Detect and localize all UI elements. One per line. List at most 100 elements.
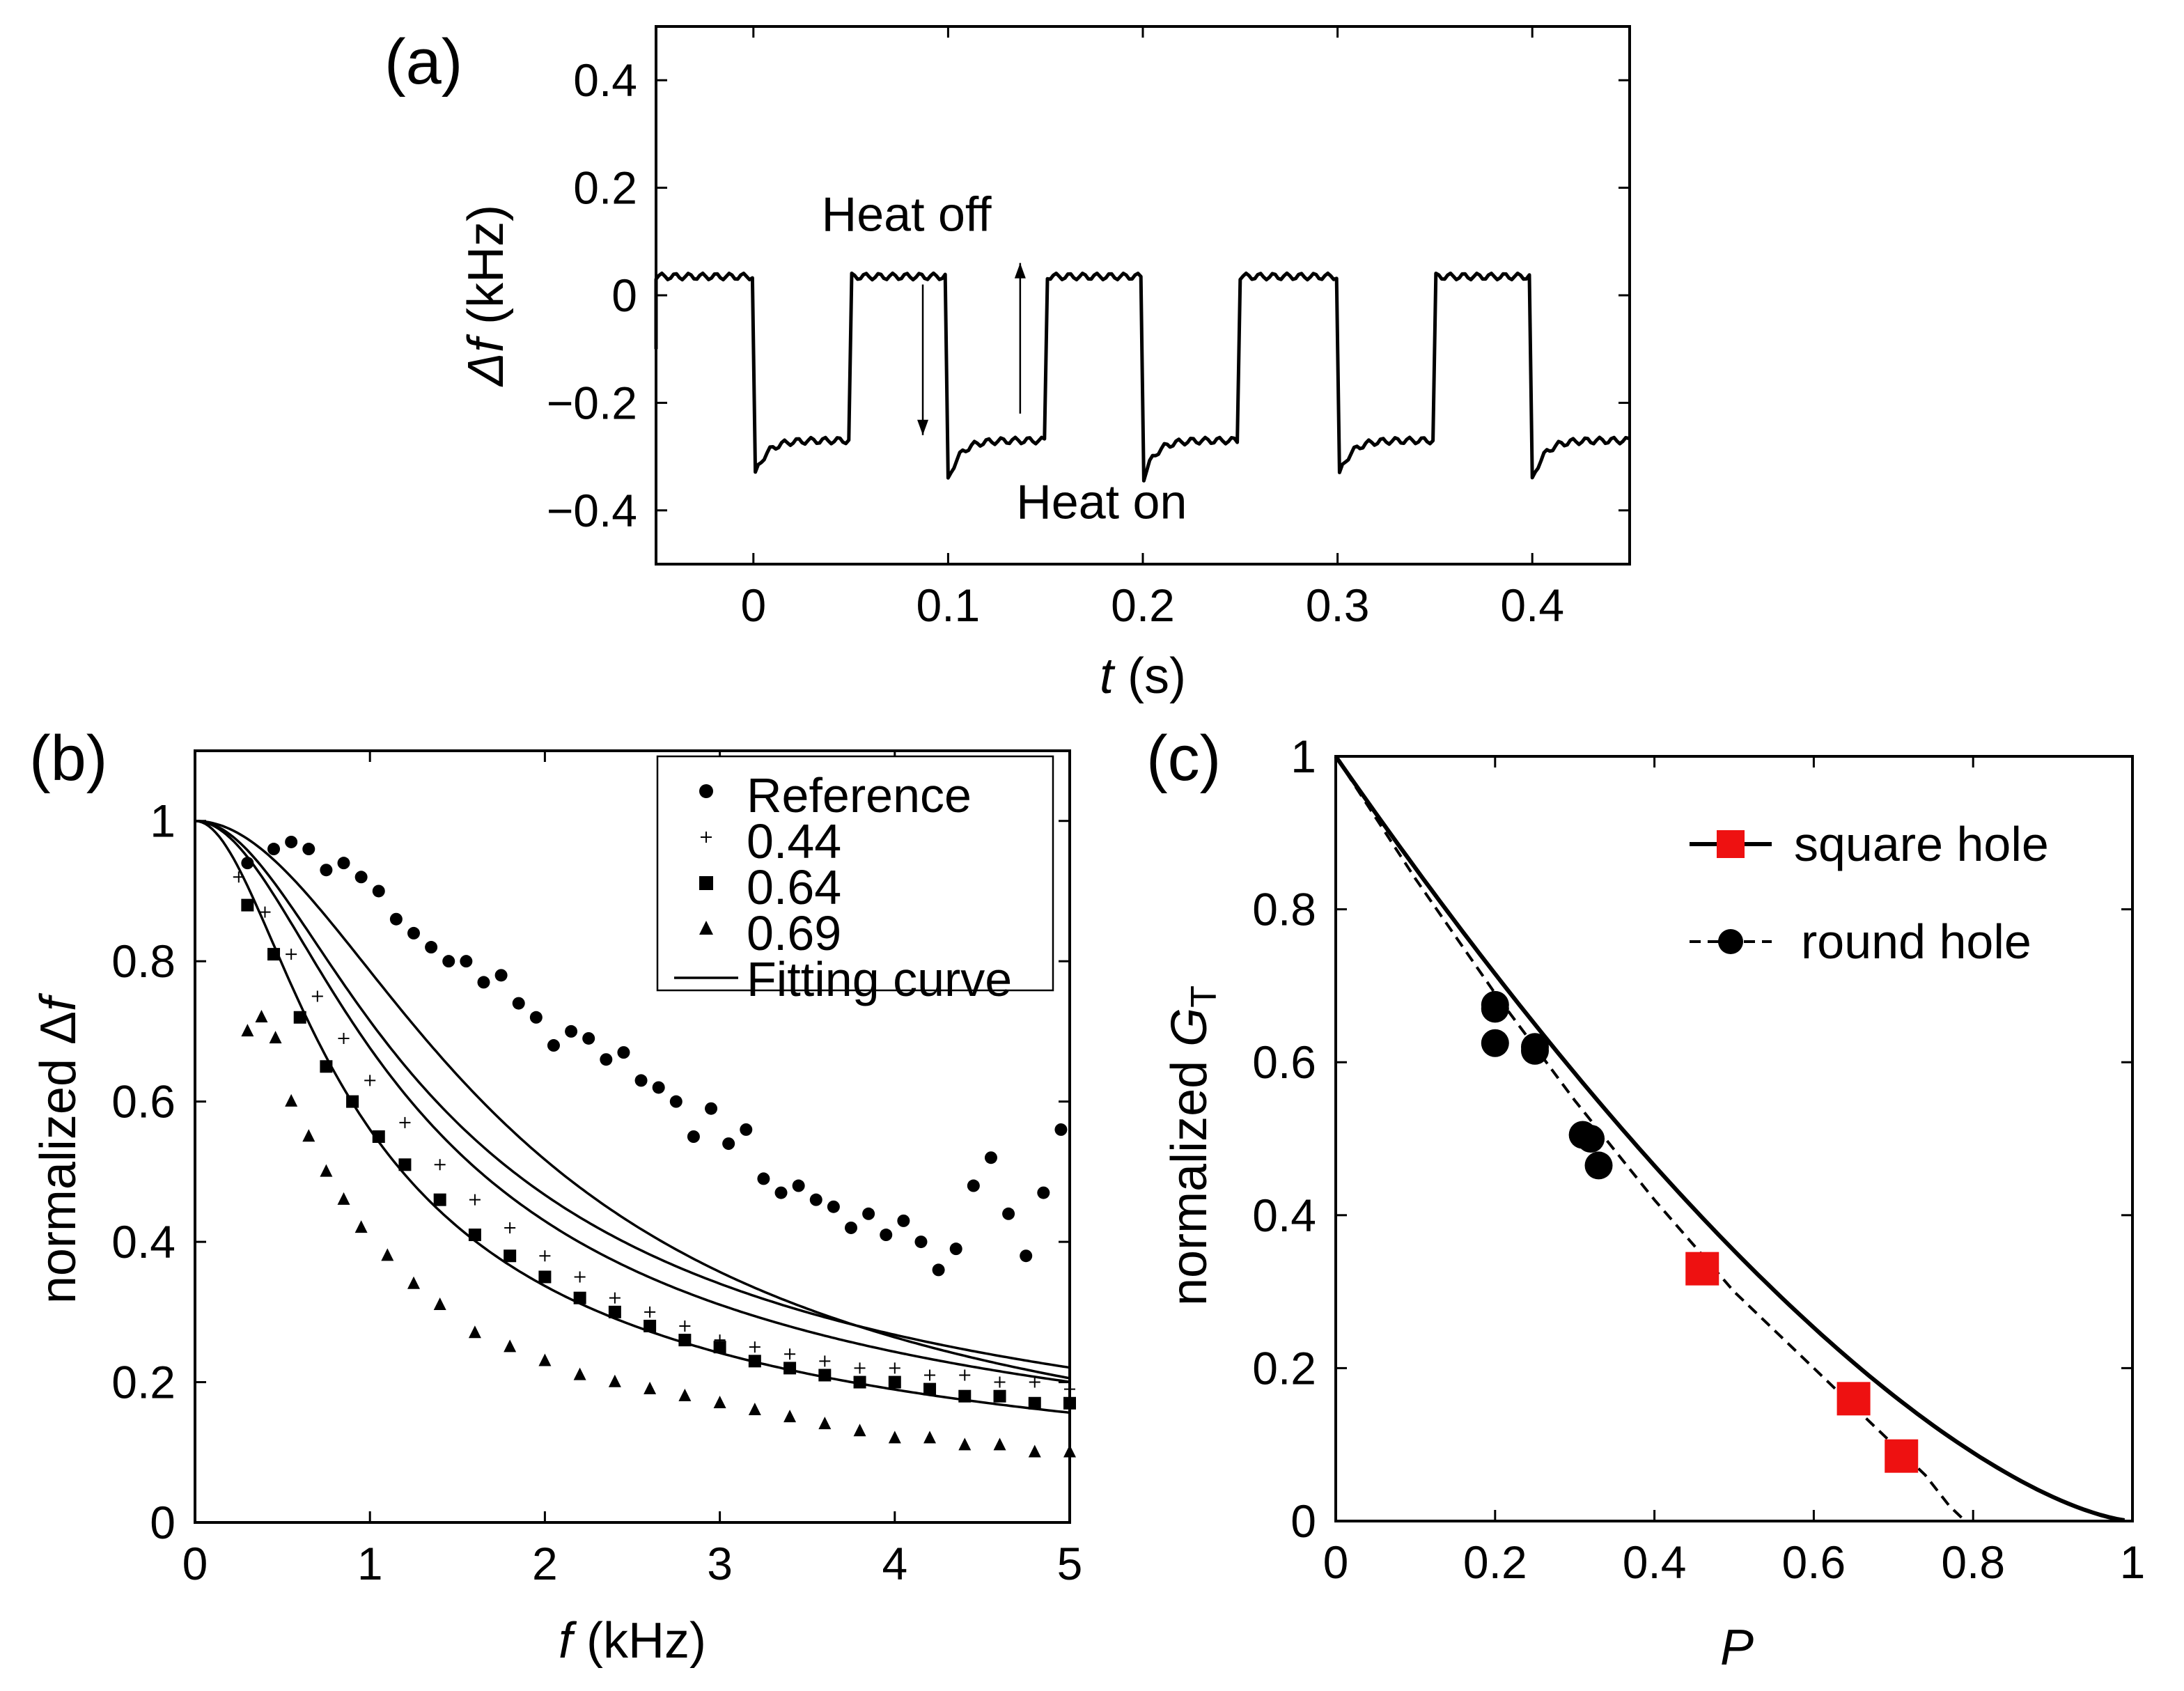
panel-b-point-triangle — [269, 1031, 282, 1044]
panel-c-square-hole-curve — [1334, 755, 2126, 1522]
panel-b-point-square — [608, 1305, 621, 1318]
panel-c-xtick-label: 0.4 — [1623, 1536, 1687, 1588]
panel-b-point-circle — [460, 955, 473, 968]
panel-b-point-circle — [494, 969, 508, 982]
panel-c-xtick-label: 0.2 — [1463, 1536, 1527, 1588]
panel-b-point-circle — [652, 1081, 665, 1094]
panel-b-point-circle — [285, 835, 298, 848]
panel-label-c: (c) — [1146, 723, 1221, 794]
panel-b-point-square — [923, 1382, 937, 1396]
panel-c-square-hole-point — [1836, 1382, 1871, 1416]
panel-a-y-axis-label: Δf (kHz) — [458, 205, 514, 387]
panel-c-square-hole-point — [1685, 1252, 1719, 1286]
panel-b-point-circle — [267, 843, 281, 856]
panel-b-point-triangle — [573, 1367, 586, 1380]
panel-b-point-triangle — [818, 1417, 832, 1430]
panel-c-xtick-label: 0 — [1323, 1536, 1349, 1588]
panel-b-point-circle — [722, 1137, 735, 1151]
panel-c-ytick-label: 0.6 — [1252, 1036, 1316, 1088]
panel-b-point-circle — [425, 941, 438, 954]
panel-a-ytick-label: −0.2 — [547, 377, 637, 428]
panel-b-point-square — [293, 1011, 306, 1024]
panel-b-point-plus — [679, 1320, 691, 1332]
panel-label-b: (b) — [29, 723, 107, 794]
panel-c-legend-label: square hole — [1794, 817, 2049, 871]
panel-c-plot-frame — [1334, 755, 2134, 1522]
panel-b-point-circle — [302, 843, 315, 856]
panel-b-legend-marker-square — [699, 876, 713, 890]
panel-c-xtick-label: 0.8 — [1941, 1536, 2005, 1588]
panel-b-point-triangle — [381, 1248, 394, 1261]
panel-b-point-plus — [574, 1271, 586, 1283]
panel-b-point-triangle — [407, 1276, 420, 1289]
panel-b-ytick-label: 0.6 — [111, 1076, 176, 1128]
panel-c-round-hole-point — [1577, 1125, 1605, 1153]
panel-b-ytick-label: 1 — [150, 795, 176, 847]
panel-b-point-triangle — [958, 1437, 972, 1451]
panel-c-round-hole-point — [1521, 1036, 1549, 1065]
panel-a-xtick-label: 0.4 — [1500, 579, 1564, 631]
panel-b-xtick-label: 0 — [182, 1538, 208, 1589]
panel-a-ytick-label: −0.4 — [547, 485, 637, 536]
panel-a-ytick-label: 0 — [611, 270, 637, 321]
panel-b-point-plus — [644, 1306, 656, 1318]
panel-b-point-square — [433, 1193, 446, 1206]
panel-b-point-circle — [512, 997, 525, 1010]
panel-b-point-circle — [862, 1207, 875, 1220]
panel-c-round-hole-point — [1481, 995, 1509, 1023]
panel-b-point-plus — [469, 1194, 481, 1206]
panel-b-point-circle — [897, 1214, 910, 1227]
panel-b-point-circle — [792, 1179, 805, 1192]
panel-b-point-triangle — [241, 1024, 254, 1037]
panel-b-point-circle — [337, 857, 350, 870]
panel-b-point-circle — [932, 1263, 945, 1277]
panel-b-point-circle — [634, 1074, 648, 1087]
panel-b-xtick-label: 5 — [1057, 1538, 1083, 1589]
panel-b-point-circle — [389, 912, 403, 926]
panel-b-point-circle — [705, 1102, 718, 1115]
panel-b-legend-marker-circle — [699, 784, 713, 798]
panel-b-point-triangle — [1028, 1444, 1041, 1458]
panel-a-xtick-label: 0.1 — [916, 579, 981, 631]
panel-b-ytick-label: 0.8 — [111, 935, 176, 987]
panel-b-point-square — [398, 1158, 412, 1171]
panel-a-annotation: Heat off — [822, 187, 992, 241]
panel-b-point-circle — [880, 1229, 893, 1242]
panel-b-point-plus — [994, 1376, 1006, 1388]
panel-b-point-circle — [984, 1151, 997, 1164]
panel-b-point-square — [1063, 1396, 1076, 1410]
panel-b-point-plus — [364, 1075, 376, 1086]
panel-b-point-triangle — [255, 1009, 268, 1022]
panel-b-point-square — [713, 1341, 726, 1354]
panel-b-point-square — [468, 1229, 481, 1242]
panel-a-ytick-label: 0.2 — [573, 162, 637, 214]
panel-b-point-square — [372, 1130, 385, 1143]
panel-b-point-circle — [845, 1221, 857, 1234]
panel-b-point-triangle — [433, 1297, 446, 1310]
panel-b-point-circle — [809, 1193, 822, 1206]
panel-b-point-circle — [967, 1179, 980, 1192]
panel-b-point-circle — [687, 1130, 700, 1143]
panel-c-square-hole-point — [1885, 1439, 1919, 1473]
panel-c-round-hole-curve — [1334, 755, 1967, 1522]
panel-b-fitting-curve-1 — [195, 819, 1070, 1380]
panel-b-point-circle — [757, 1172, 770, 1185]
panel-b-point-circle — [372, 885, 385, 898]
panel-b-point-triangle — [748, 1403, 761, 1416]
panel-b-point-plus — [338, 1032, 350, 1044]
panel-b-point-circle — [1020, 1249, 1033, 1263]
panel-b-point-circle — [740, 1123, 753, 1136]
panel-b-xtick-label: 1 — [357, 1538, 383, 1589]
panel-b-legend-box — [656, 755, 1054, 992]
panel-b-point-plus — [819, 1355, 831, 1367]
panel-b-point-plus — [286, 949, 297, 960]
panel-b-point-plus — [924, 1369, 936, 1381]
panel-b-ytick-label: 0.4 — [111, 1216, 176, 1268]
panel-b-point-circle — [547, 1039, 560, 1052]
panel-b-point-plus — [749, 1341, 760, 1353]
panel-b-point-triangle — [285, 1093, 298, 1107]
panel-b-point-triangle — [853, 1424, 866, 1437]
panel-b-point-circle — [1037, 1186, 1050, 1199]
panel-b-point-triangle — [783, 1410, 797, 1423]
panel-c-ytick-label: 1 — [1290, 731, 1316, 782]
